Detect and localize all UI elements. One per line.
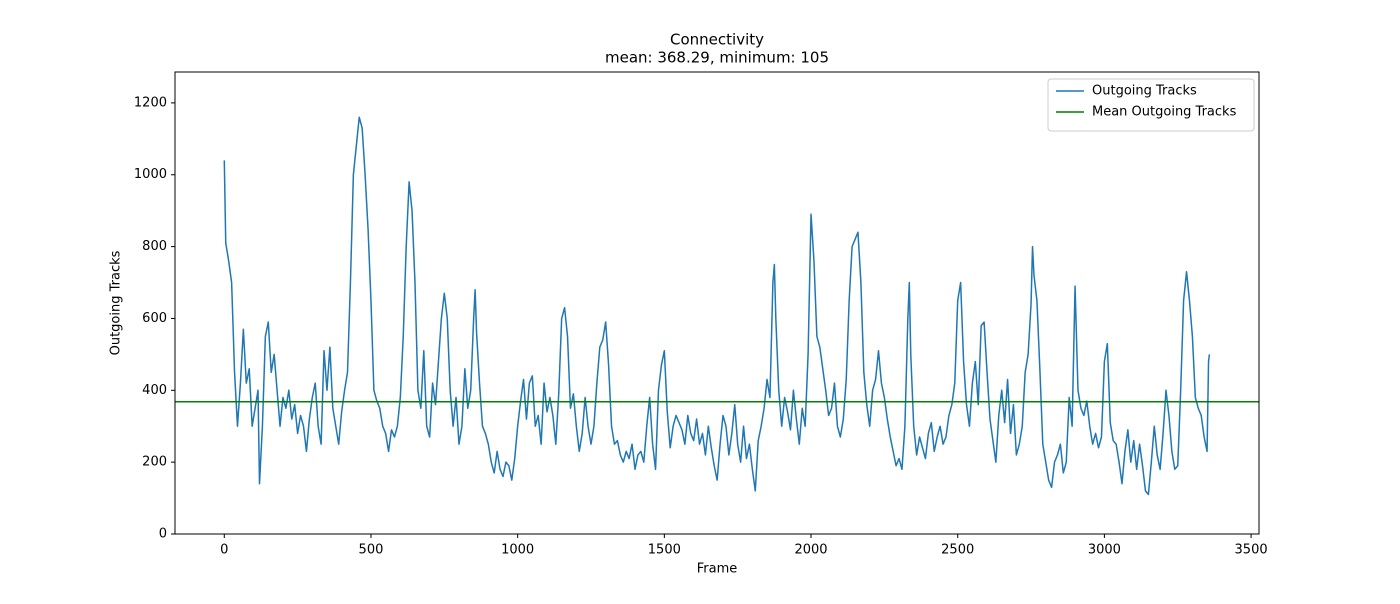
y-tick-label: 800 bbox=[142, 239, 167, 254]
x-axis-label: Frame bbox=[697, 562, 738, 577]
legend-box bbox=[1047, 78, 1255, 132]
y-tick-label: 200 bbox=[142, 455, 167, 470]
x-tick-label: 3500 bbox=[1235, 543, 1268, 558]
y-tick-label: 0 bbox=[159, 527, 167, 542]
data-line bbox=[223, 116, 1211, 496]
y-axis-label: Outgoing Tracks bbox=[109, 250, 124, 355]
x-tick-label: 3000 bbox=[1088, 543, 1121, 558]
y-tick-label: 1000 bbox=[134, 167, 167, 182]
x-tick-label: 1000 bbox=[501, 543, 534, 558]
chart-subtitle: mean: 368.29, minimum: 105 bbox=[605, 49, 829, 67]
y-tick-label: 1200 bbox=[134, 95, 167, 110]
legend-label: Mean Outgoing Tracks bbox=[1092, 105, 1237, 120]
chart-title: Connectivity bbox=[670, 31, 764, 49]
legend-label: Outgoing Tracks bbox=[1092, 84, 1197, 99]
x-tick-label: 1500 bbox=[648, 543, 681, 558]
y-tick-label: 600 bbox=[142, 311, 167, 326]
x-tick-label: 0 bbox=[220, 543, 228, 558]
x-tick-label: 2500 bbox=[941, 543, 974, 558]
x-tick-label: 2000 bbox=[794, 543, 827, 558]
y-tick-label: 400 bbox=[142, 383, 167, 398]
axes-frame bbox=[174, 71, 1260, 535]
x-tick-label: 500 bbox=[359, 543, 384, 558]
legend: Outgoing Tracks Mean Outgoing Tracks bbox=[1047, 78, 1255, 132]
plot-area bbox=[175, 116, 1259, 496]
